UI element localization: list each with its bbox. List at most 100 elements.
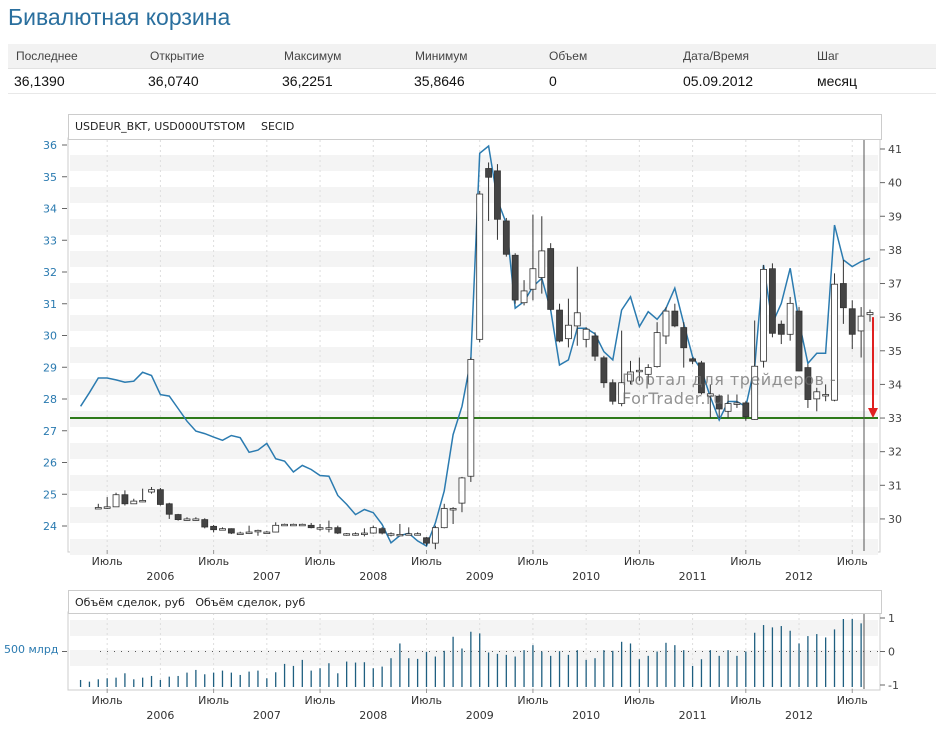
header-datetime: Дата/Время — [683, 49, 750, 63]
candle — [635, 357, 643, 382]
candle — [609, 379, 617, 405]
candle-body — [529, 268, 537, 290]
candle-body — [822, 394, 830, 397]
x-tick-label: Июль — [305, 555, 336, 568]
left-axis-label: 32 — [43, 266, 57, 279]
left-axis-label: 26 — [43, 457, 57, 470]
grid-band — [70, 507, 878, 523]
candle-body — [733, 402, 741, 405]
candle-body — [786, 302, 794, 335]
candle-body — [378, 528, 386, 534]
volume-axis-label: -1 — [888, 679, 899, 692]
quote-table: Последнее Открытие Максимум Минимум Объе… — [8, 44, 936, 94]
candle-body — [201, 519, 209, 528]
candle-body — [156, 489, 164, 505]
candle — [627, 360, 634, 385]
candle — [405, 527, 413, 536]
right-axis-label: 30 — [888, 513, 902, 526]
candle-body — [848, 308, 856, 335]
candle — [156, 487, 164, 506]
x-year-label: 2012 — [785, 570, 813, 583]
left-axis-label: 30 — [43, 330, 57, 343]
candle-body — [671, 310, 679, 327]
volume-left-label: 500 млрд — [4, 643, 59, 656]
candle-body — [414, 533, 422, 536]
candle — [706, 384, 714, 419]
candle — [378, 527, 386, 535]
quote-table-header: Последнее Открытие Максимум Минимум Объе… — [8, 44, 936, 69]
x-year-label: 2007 — [253, 709, 281, 722]
candle — [201, 518, 209, 529]
candle — [369, 525, 377, 534]
candle — [502, 217, 510, 257]
candle — [653, 322, 661, 368]
candle — [751, 320, 759, 420]
candle-body — [307, 524, 315, 529]
candle — [689, 357, 696, 365]
right-axis-label: 40 — [888, 177, 902, 190]
candle-body — [857, 315, 865, 332]
candle-body — [609, 382, 617, 402]
candle-body — [94, 507, 102, 510]
candle-body — [467, 359, 475, 477]
right-axis-label: 34 — [888, 378, 902, 391]
header-open: Открытие — [150, 49, 205, 63]
candle-body — [360, 532, 368, 535]
main-panel-secid: SECID — [261, 120, 295, 133]
candle — [866, 309, 874, 322]
candle-body — [813, 391, 821, 400]
volume-axis-label: 0 — [888, 646, 895, 659]
candle — [103, 497, 111, 509]
x-tick-label: Июль — [624, 694, 655, 707]
header-volume: Объем — [549, 49, 588, 63]
candle — [130, 498, 138, 505]
left-axis-label: 33 — [43, 234, 57, 247]
candle-body — [582, 328, 590, 340]
candle-body — [476, 193, 484, 340]
candle — [236, 531, 244, 535]
candle — [440, 503, 448, 529]
candle — [795, 307, 803, 372]
candle-body — [627, 371, 634, 382]
candle-body — [591, 335, 599, 357]
x-tick-label: Июль — [198, 694, 229, 707]
candle-body — [210, 525, 218, 531]
left-axis-label: 31 — [43, 298, 57, 311]
candle-body — [165, 503, 173, 515]
candle-body — [139, 500, 147, 503]
x-year-label: 2011 — [679, 570, 707, 583]
right-axis-label: 33 — [888, 412, 902, 425]
grid-band — [70, 155, 878, 171]
x-tick-label: Июль — [517, 555, 548, 568]
candle-body — [440, 508, 448, 529]
candle-body — [573, 312, 581, 327]
x-year-label: 2006 — [146, 570, 174, 583]
x-year-label: 2006 — [146, 709, 174, 722]
x-year-label: 2009 — [466, 709, 494, 722]
candle — [325, 520, 333, 533]
candle — [334, 525, 342, 535]
right-axis-label: 41 — [888, 143, 902, 156]
candle — [848, 300, 856, 350]
candle-body — [795, 310, 803, 372]
candle — [192, 517, 200, 521]
candle — [449, 507, 457, 524]
left-axis-label: 28 — [43, 393, 57, 406]
candle — [476, 191, 484, 343]
x-year-label: 2009 — [466, 570, 494, 583]
candle-body — [618, 382, 626, 404]
candle — [414, 532, 422, 536]
candle — [423, 537, 430, 546]
candle — [724, 394, 732, 419]
candle-body — [724, 403, 732, 412]
candle — [804, 364, 812, 408]
candle-body — [635, 369, 643, 373]
candle — [547, 243, 555, 311]
candle — [219, 527, 226, 531]
candle-body — [431, 527, 439, 544]
candle — [582, 327, 590, 348]
x-tick-label: Июль — [837, 555, 868, 568]
candle-body — [502, 220, 510, 255]
